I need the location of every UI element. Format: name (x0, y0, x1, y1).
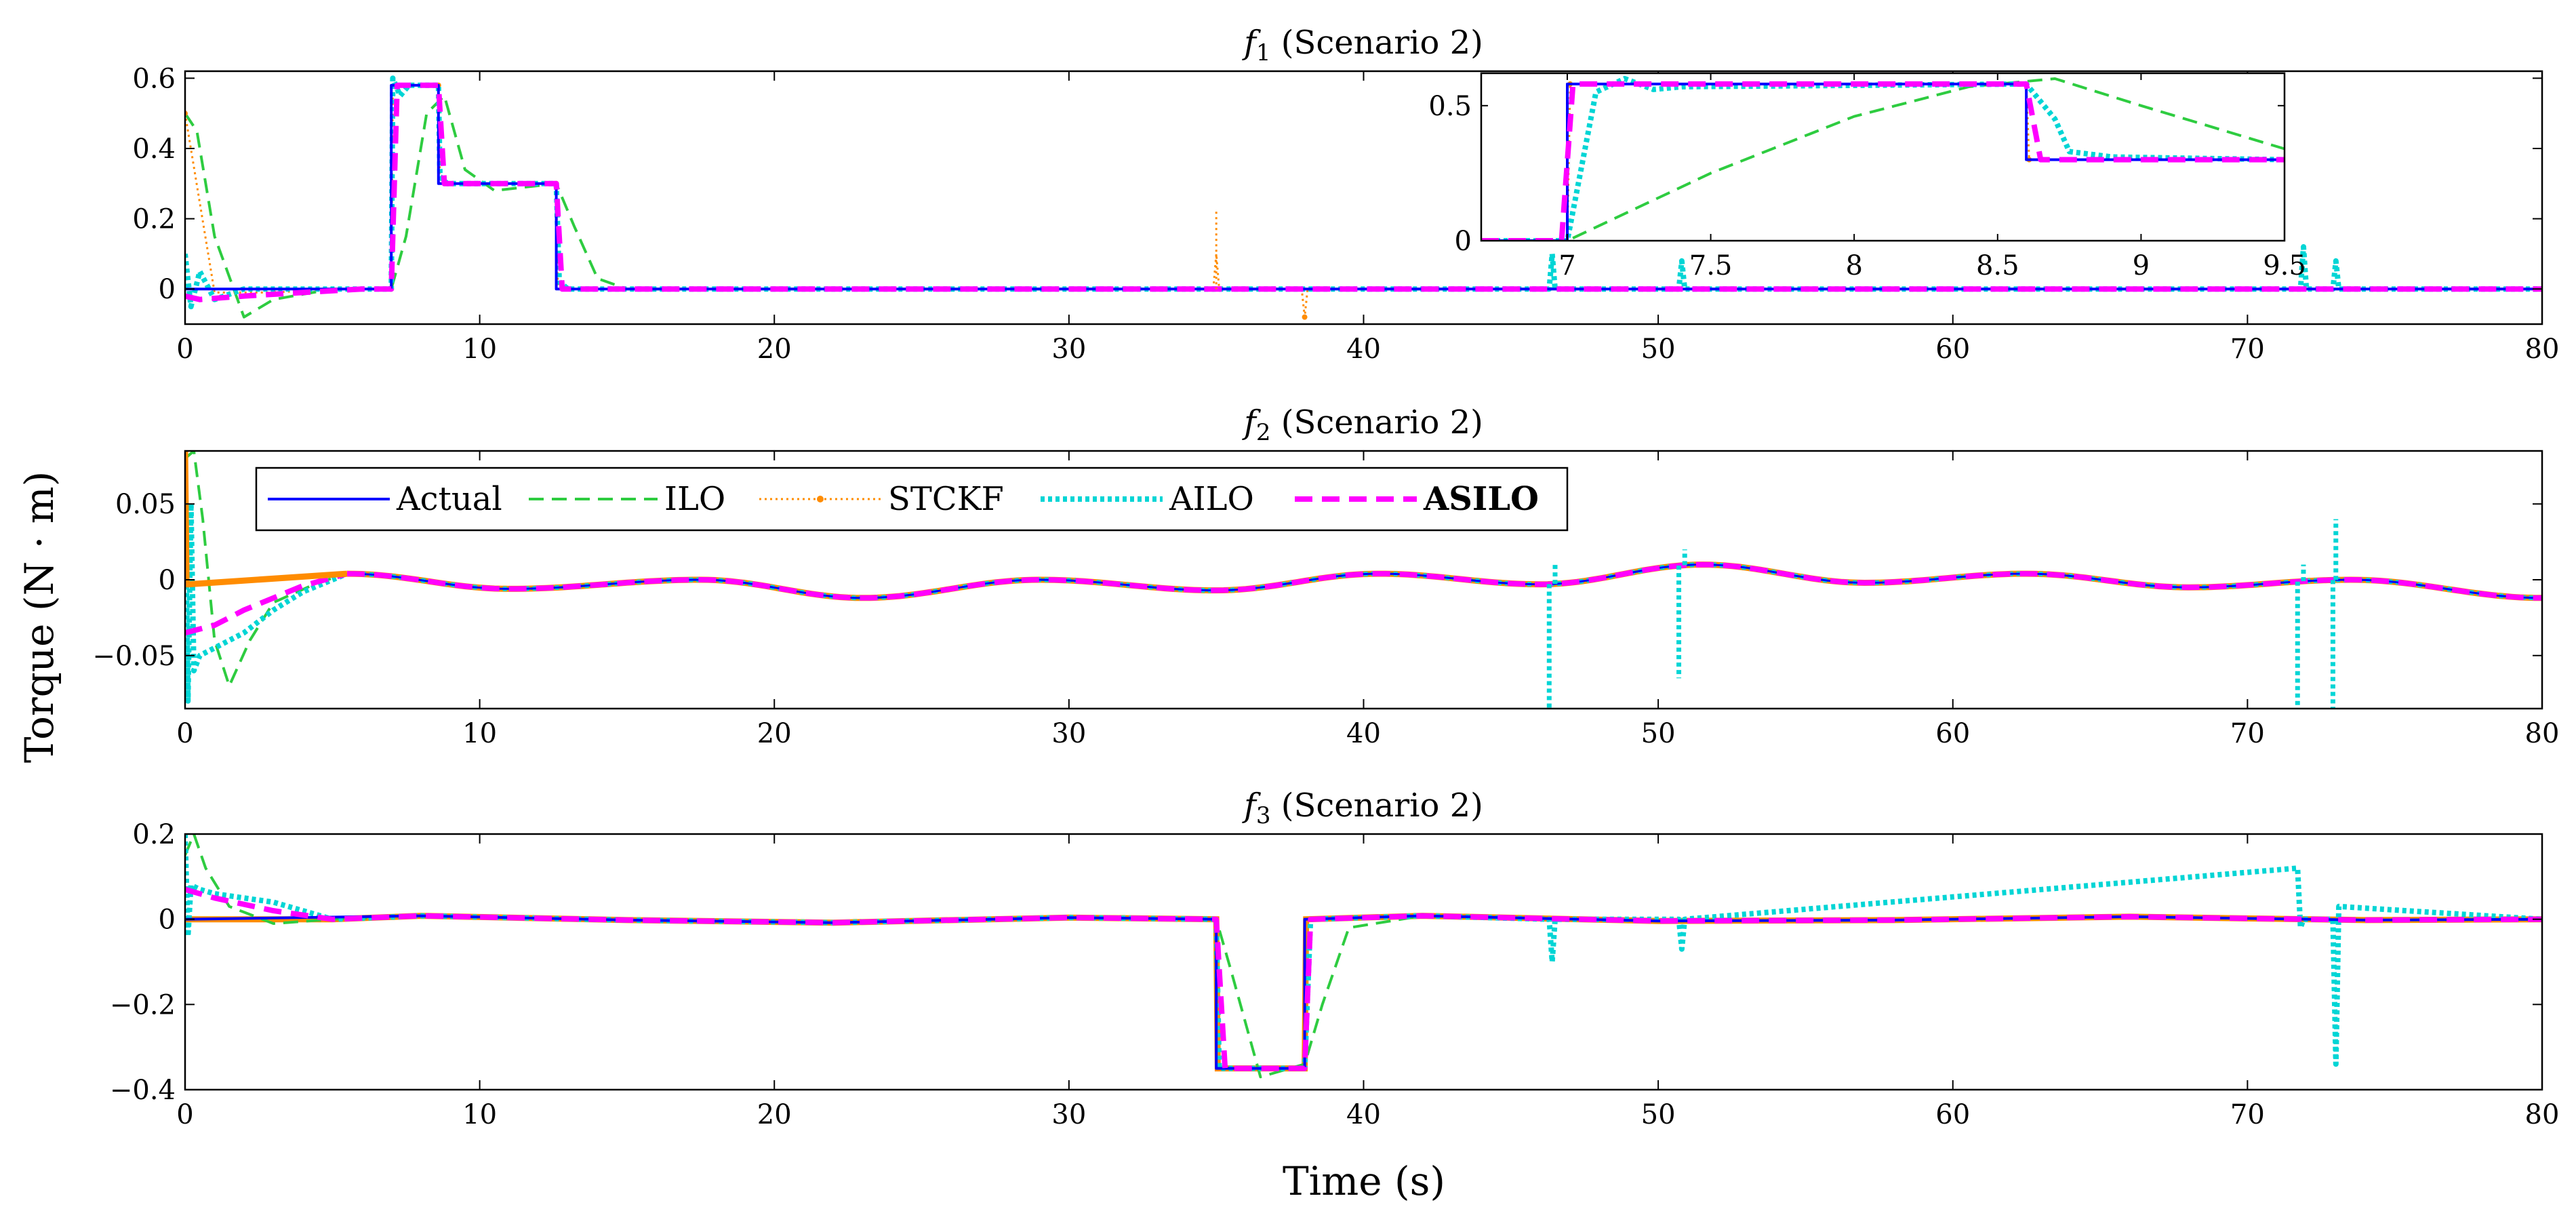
series-actual-line (185, 83, 2542, 291)
series-group (185, 834, 2542, 1079)
series-ailo-line (185, 473, 348, 704)
x-tick-label: 0 (176, 718, 193, 749)
series-ilo-line (185, 834, 2542, 1079)
x-tick-label: 30 (1051, 718, 1086, 749)
x-tick-label: 7 (1558, 250, 1575, 281)
x-tick-label: 80 (2525, 334, 2560, 365)
y-tick-label: 0 (1455, 226, 1472, 257)
series-actual-line (185, 914, 2542, 1070)
x-axis-label: Time (s) (1283, 1158, 1445, 1204)
x-tick-label: 50 (1641, 1099, 1676, 1130)
x-tick-label: 8 (1845, 250, 1862, 281)
x-tick-label: 60 (1935, 334, 1970, 365)
legend-label-ailo: AILO (1169, 480, 1254, 518)
x-tick-label: 50 (1641, 334, 1676, 365)
x-tick-label: 70 (2230, 718, 2265, 749)
series-ilo-line (1481, 77, 2285, 241)
x-tick-label: 40 (1346, 718, 1381, 749)
x-tick-label: 80 (2525, 718, 2560, 749)
x-tick-label: 7.5 (1689, 250, 1733, 281)
y-tick-label: 0.2 (132, 819, 176, 850)
panel-title: f3 (Scenario 2) (1242, 787, 1483, 829)
x-tick-label: 9 (2133, 250, 2150, 281)
x-tick-label: 80 (2525, 1099, 2560, 1130)
y-axis-label: Torque (N · m) (16, 471, 62, 763)
y-tick-label: −0.4 (110, 1075, 176, 1106)
y-tick-label: 0.5 (1428, 91, 1472, 122)
legend-label-stckf: STCKF (888, 480, 1004, 518)
x-tick-label: 0 (176, 1099, 193, 1130)
x-tick-label: 20 (757, 718, 792, 749)
legend: Actual ILO STCKF AILO ASILO (255, 467, 1569, 532)
x-tick-label: 60 (1935, 1099, 1970, 1130)
series-asilo-line (185, 82, 2542, 302)
x-tick-label: 10 (462, 1099, 497, 1130)
legend-label-ilo: ILO (664, 480, 725, 518)
y-tick-label: −0.05 (92, 641, 176, 672)
series-asilo-line (185, 886, 2542, 1071)
series-group (185, 75, 2542, 320)
legend-label-actual: Actual (396, 480, 502, 518)
legend-box (255, 467, 1569, 532)
y-tick-label: 0.4 (132, 134, 176, 165)
y-tick-label: 0.6 (132, 63, 176, 94)
y-tick-label: 0.05 (115, 489, 176, 520)
x-tick-label: 70 (2230, 334, 2265, 365)
x-tick-label: 8.5 (1976, 250, 2019, 281)
inset-frame (1480, 72, 2286, 242)
x-tick-label: 30 (1051, 334, 1086, 365)
series-asilo-line (1481, 81, 2285, 241)
x-tick-label: 0 (176, 334, 193, 365)
panel-title: f2 (Scenario 2) (1242, 403, 1483, 446)
panel-f3: 0 10 20 30 40 50 60 70 80 −0.4 −0.2 0 0.2 f3 (Scenari… (110, 787, 2560, 1130)
series-ailo-line (185, 834, 2542, 1071)
x-tick-label: 40 (1346, 1099, 1381, 1130)
legend-marker (817, 496, 824, 502)
x-tick-label: 9.5 (2263, 250, 2306, 281)
legend-label-asilo: ASILO (1423, 480, 1539, 518)
x-tick-label: 70 (2230, 1099, 2265, 1130)
y-tick-label: 0 (159, 274, 176, 305)
inset: 7 7.5 8 8.5 9 9.5 0 0.5 (1428, 72, 2306, 281)
y-tick-label: 0 (159, 905, 176, 936)
plot-frame (184, 833, 2543, 1091)
x-tick-label: 40 (1346, 334, 1381, 365)
x-tick-label: 10 (462, 334, 497, 365)
stckf-marker (1302, 314, 1308, 320)
y-tick-label: 0.2 (132, 204, 176, 235)
x-tick-label: 20 (757, 334, 792, 365)
x-tick-label: 20 (757, 1099, 792, 1130)
y-tick-label: 0 (159, 565, 176, 596)
x-tick-label: 30 (1051, 1099, 1086, 1130)
series-ilo-line (185, 451, 348, 688)
panel-f2: 0 10 20 30 40 50 60 70 80 −0.05 0 0.05 f2 (Scenario … (92, 403, 2559, 749)
series-group (185, 451, 2542, 709)
x-tick-label: 50 (1641, 718, 1676, 749)
inset-background (1481, 73, 2285, 241)
series-stckf-line (185, 913, 2542, 1072)
y-tick-label: −0.2 (110, 989, 176, 1021)
x-tick-label: 60 (1935, 718, 1970, 749)
series-asilo-line (346, 561, 2542, 601)
panel-title: f1 (Scenario 2) (1242, 24, 1483, 66)
series-ailo-line (1481, 76, 2285, 241)
x-tick-label: 10 (462, 718, 497, 749)
